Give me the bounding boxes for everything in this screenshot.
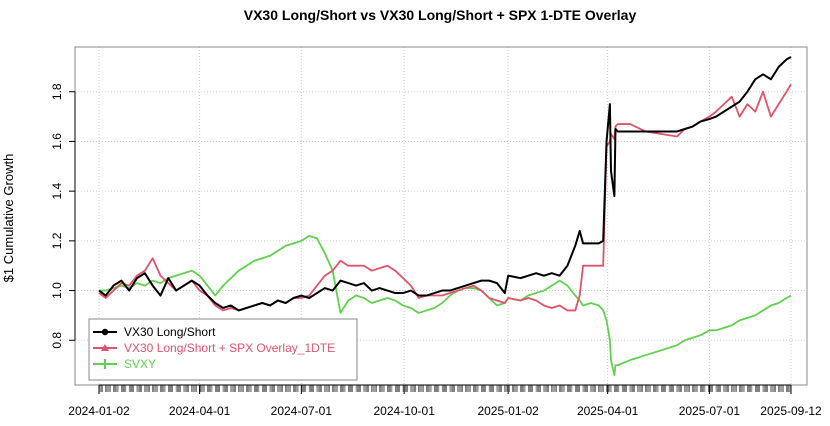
series-lines: [98, 56, 792, 376]
series-line-3: [99, 234, 792, 376]
y-axis-label: $1 Cumulative Growth: [1, 154, 16, 283]
y-tick-label: 1.2: [50, 232, 64, 249]
legend-box: [88, 318, 358, 381]
grid: [75, 47, 807, 385]
legend-marker: [101, 344, 109, 351]
legend-label: SVXY: [124, 357, 156, 371]
y-tick-label: 1.0: [50, 282, 64, 299]
legend-marker: [101, 328, 109, 336]
legend-label: VX30 Long/Short + SPX Overlay_1DTE: [124, 341, 335, 355]
y-tick-label: 1.4: [50, 182, 64, 199]
y-axis: 0.8 1.0 1.2 1.4 1.6 1.8: [50, 83, 76, 349]
chart-title: VX30 Long/Short vs VX30 Long/Short + SPX…: [244, 7, 637, 23]
x-tick-label: 2024-10-01: [374, 404, 436, 418]
x-tick-label: 2025-07-01: [679, 404, 741, 418]
legend-item-2: VX30 Long/Short + SPX Overlay_1DTE: [93, 341, 335, 355]
legend-item-1: VX30 Long/Short: [93, 325, 216, 339]
y-tick-label: 1.6: [50, 133, 64, 150]
y-tick-label: 0.8: [50, 332, 64, 349]
x-tick-label: 2025-09-12: [760, 404, 822, 418]
legend: VX30 Long/Short VX30 Long/Short + SPX Ove…: [88, 318, 358, 381]
x-tick-label: 2024-01-02: [68, 404, 130, 418]
x-tick-label: 2024-07-01: [271, 404, 333, 418]
series-line-2: [98, 83, 792, 312]
x-tick-label: 2025-04-01: [577, 404, 639, 418]
legend-item-3: SVXY: [93, 357, 156, 371]
x-axis: 2024-01-02 2024-04-01 2024-07-01 2024-10-01…: [68, 384, 822, 418]
series-line-1: [98, 56, 792, 312]
y-tick-label: 1.8: [50, 83, 64, 100]
x-tick-label: 2025-01-02: [477, 404, 539, 418]
legend-label: VX30 Long/Short: [124, 325, 216, 339]
x-tick-label: 2024-04-01: [169, 404, 231, 418]
x-minor-ticks: [98, 385, 792, 392]
